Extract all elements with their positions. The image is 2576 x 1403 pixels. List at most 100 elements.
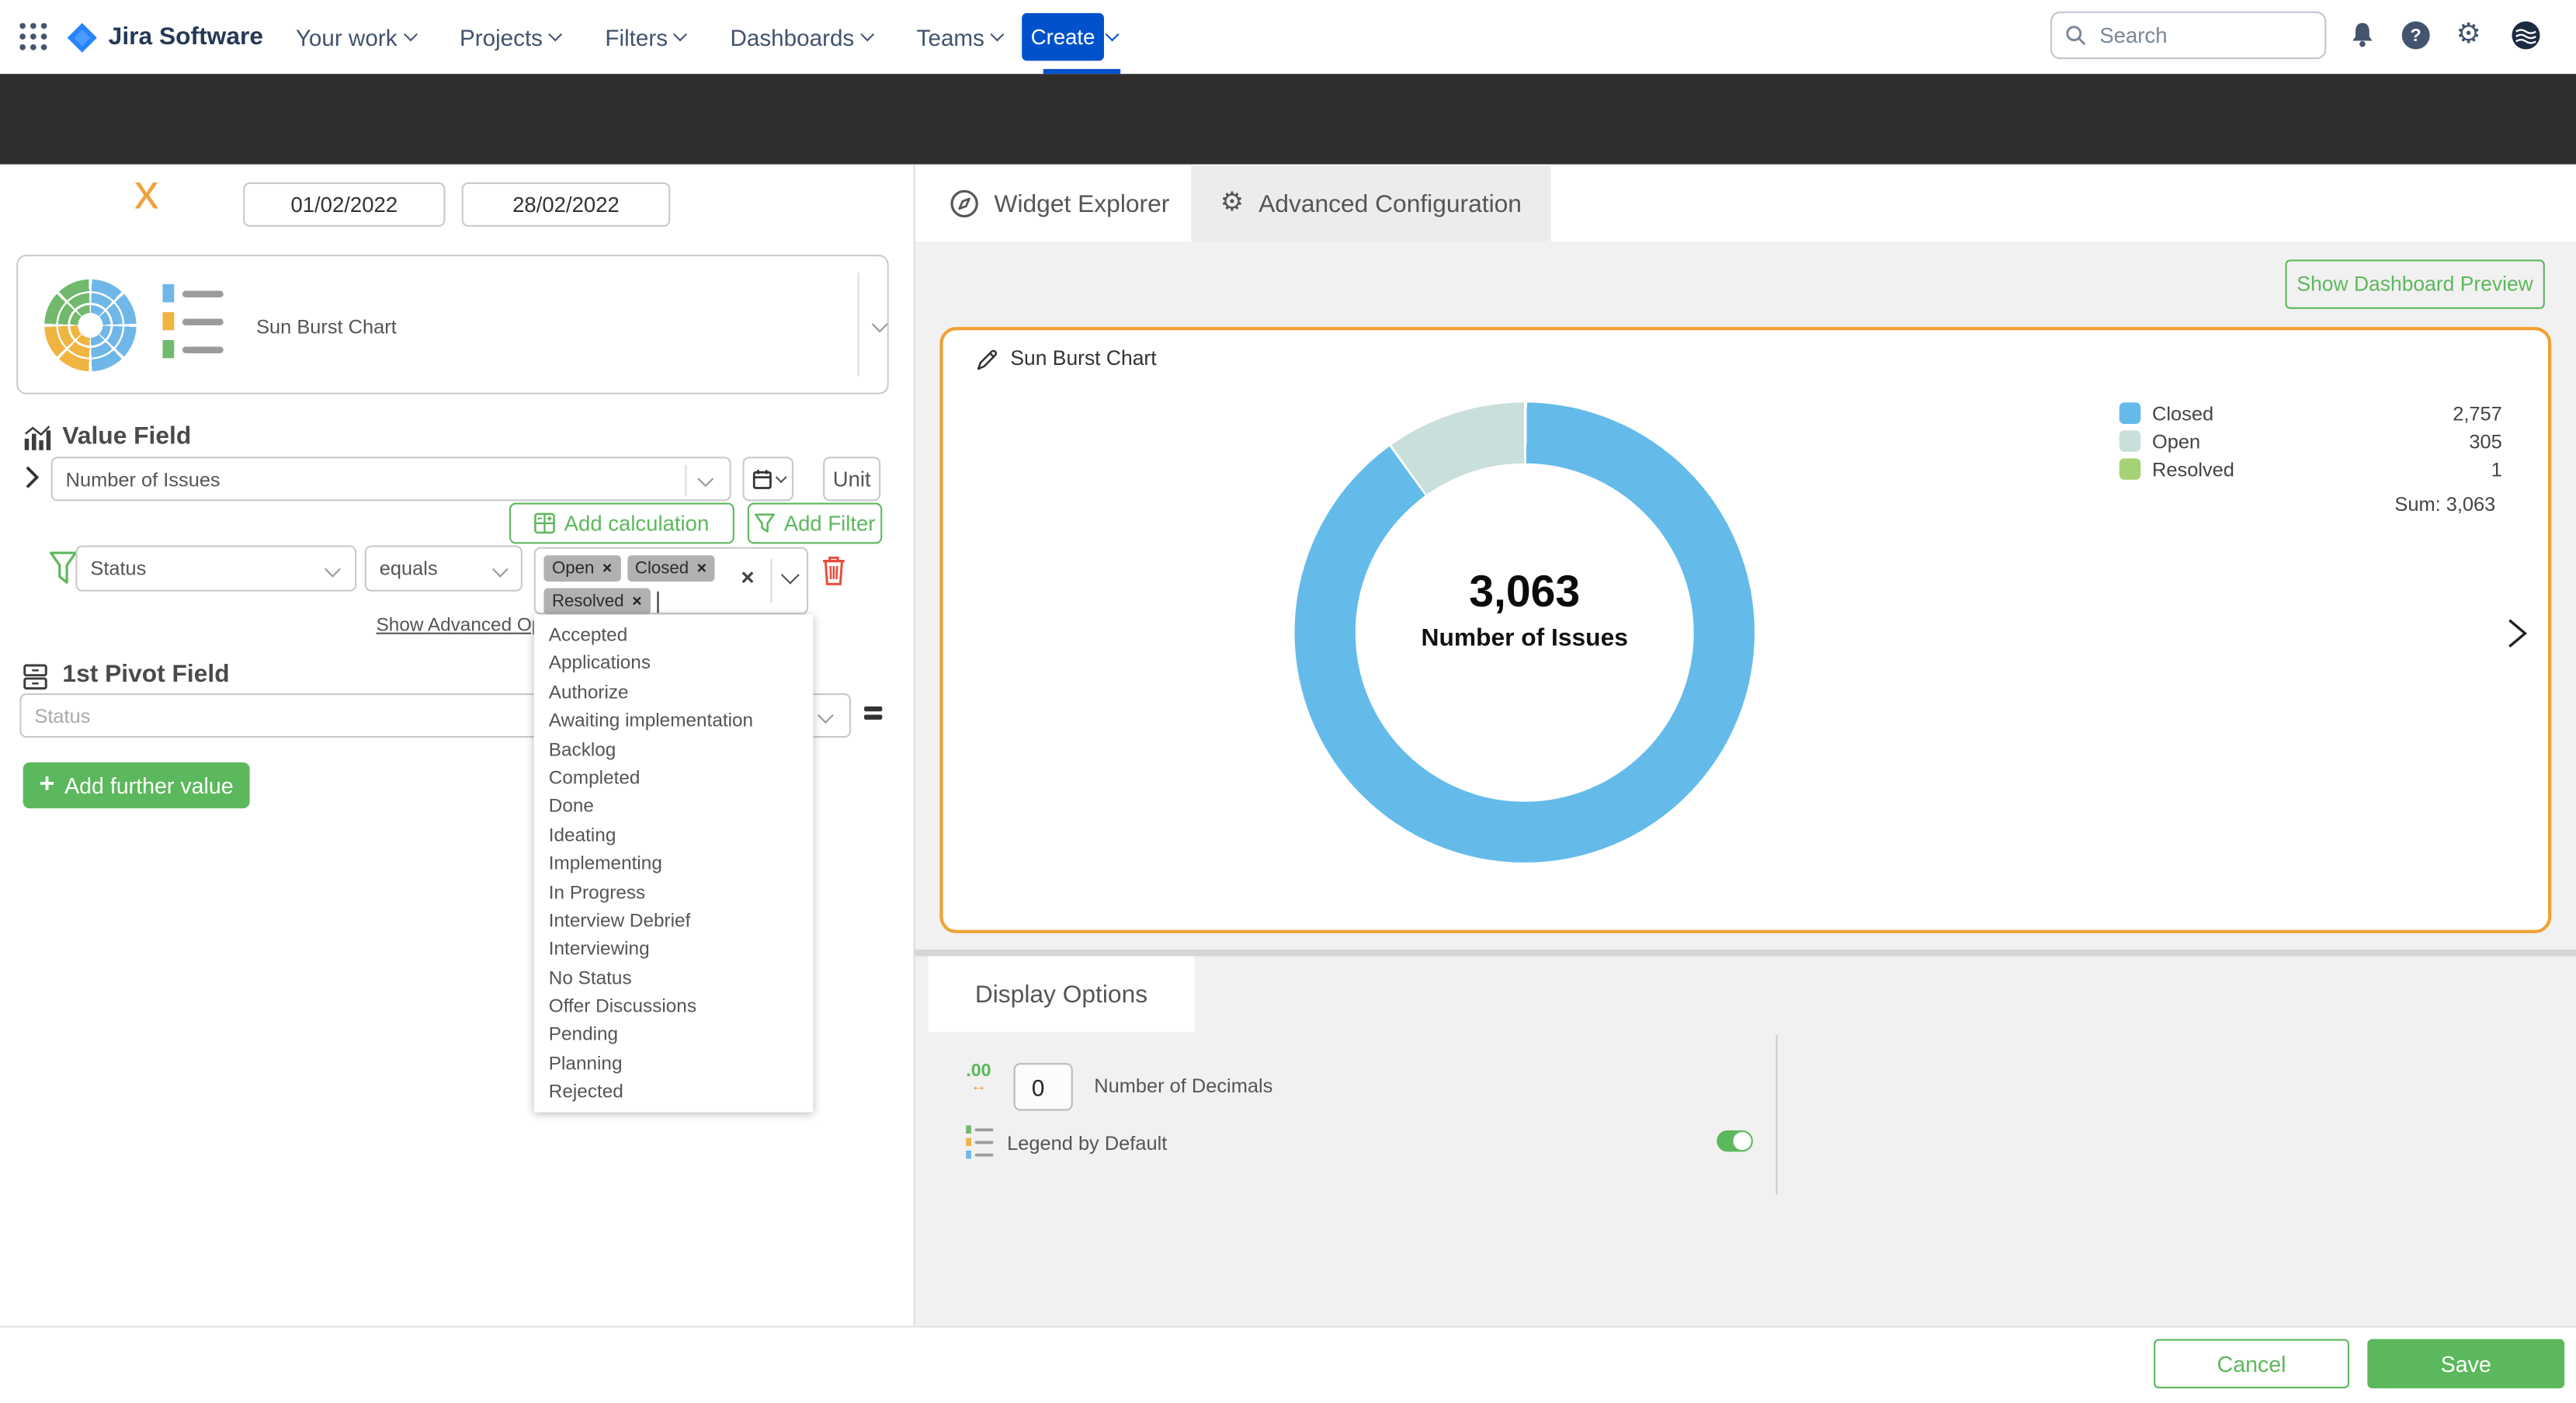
add-further-value-button[interactable]: + Add further value — [23, 762, 250, 808]
unit-button[interactable]: Unit — [823, 457, 880, 501]
dropdown-option[interactable]: Backlog — [534, 737, 814, 766]
chart-center-value: 3,063 — [1294, 567, 1754, 618]
remove-tag-icon[interactable]: × — [602, 560, 612, 578]
dropdown-option[interactable]: In Progress — [534, 880, 814, 908]
dropdown-option[interactable]: Planning — [534, 1051, 814, 1080]
legend-by-default-toggle[interactable] — [1717, 1130, 1753, 1152]
search-icon — [2065, 25, 2087, 47]
clear-tags-icon[interactable]: × — [741, 565, 754, 589]
legend-row-closed[interactable]: Closed 2,757 — [2119, 402, 2502, 425]
chevron-down-icon — [860, 27, 874, 41]
app-root: Jira Software Your work Projects Filters… — [0, 0, 2576, 1403]
delete-filter-trash-icon[interactable] — [821, 555, 846, 586]
dropdown-option[interactable]: Accepted — [534, 623, 814, 651]
dropdown-option[interactable]: Authorize — [534, 680, 814, 709]
tab-display-options[interactable]: Display Options — [929, 957, 1195, 1032]
number-of-decimals-input[interactable] — [1014, 1063, 1073, 1110]
dropdown-option[interactable]: Ideating — [534, 823, 814, 852]
legend-swatch-open — [2119, 430, 2141, 452]
chart-center-text: 3,063 Number of Issues — [1294, 567, 1754, 652]
filter-values-tag-input[interactable]: Open× Closed× Resolved× — [534, 547, 808, 615]
hamburger-menu-icon[interactable] — [41, 175, 84, 207]
search-box[interactable] — [2050, 12, 2326, 59]
filter-operator-select[interactable]: equals — [365, 546, 522, 592]
divider — [858, 273, 859, 376]
search-input[interactable] — [2096, 22, 2283, 50]
value-field-icon — [23, 424, 51, 452]
legend-swatch-resolved — [2119, 458, 2141, 480]
app-switcher-grid-icon[interactable] — [19, 23, 47, 51]
remove-tag-icon[interactable]: × — [697, 560, 706, 578]
filter-field-value: Status — [90, 557, 146, 580]
next-chevron-icon[interactable] — [2507, 618, 2529, 649]
nav-item-dashboards[interactable]: Dashboards — [730, 0, 872, 74]
remove-tag-icon[interactable]: × — [632, 592, 641, 610]
nav-item-teams[interactable]: Teams — [917, 0, 1003, 74]
exply-logo: exply — [105, 169, 228, 218]
widget-type-selector[interactable]: Sun Burst Chart — [16, 255, 889, 394]
show-advanced-options-link[interactable]: Show Advanced Opti — [377, 616, 552, 636]
date-field-button[interactable] — [742, 457, 793, 501]
nav-item-filters[interactable]: Filters — [605, 0, 686, 74]
pivot-field-icon — [23, 664, 48, 690]
tab-advanced-configuration-label: Advanced Configuration — [1258, 189, 1522, 217]
status-options-dropdown: Accepted Applications Authorize Awaiting… — [534, 614, 814, 1112]
plus-icon: + — [40, 773, 55, 799]
dropdown-option[interactable]: Completed — [534, 766, 814, 794]
save-button[interactable]: Save — [2367, 1339, 2564, 1388]
divider — [1776, 1035, 1777, 1194]
preview-widget-title: Sun Burst Chart — [1010, 346, 1156, 370]
dropdown-option[interactable]: Pending — [534, 1023, 814, 1051]
collapse-chevron-icon[interactable] — [25, 465, 40, 490]
add-filter-button[interactable]: Add Filter — [748, 503, 883, 544]
filter-funnel-icon — [49, 550, 77, 587]
filter-operator-value: equals — [380, 557, 438, 580]
notifications-bell-icon[interactable] — [2349, 22, 2376, 50]
edit-pencil-icon[interactable] — [976, 349, 999, 372]
user-avatar[interactable] — [2512, 22, 2540, 50]
tab-widget-explorer[interactable]: Widget Explorer — [929, 166, 1192, 241]
user-profile-icon[interactable] — [2523, 174, 2554, 208]
dropdown-option[interactable]: Done — [534, 794, 814, 823]
nav-item-your-work[interactable]: Your work — [296, 0, 415, 74]
dropdown-option[interactable]: Applications — [534, 651, 814, 680]
dropdown-option-partial[interactable]: Resolved — [534, 1109, 814, 1113]
settings-gear-icon[interactable]: ⚙ — [2456, 19, 2481, 47]
tab-advanced-configuration[interactable]: ⚙ Advanced Configuration — [1191, 166, 1550, 241]
help-icon[interactable]: ? — [2402, 22, 2430, 50]
add-further-value-label: Add further value — [64, 773, 234, 798]
legend-row-open[interactable]: Open 305 — [2119, 430, 2502, 453]
filter-field-select[interactable]: Status — [75, 546, 356, 592]
add-calculation-button[interactable]: Add calculation — [509, 503, 734, 544]
chart-center-label: Number of Issues — [1294, 624, 1754, 652]
dropdown-option[interactable]: Implementing — [534, 851, 814, 880]
chevron-down-icon — [1106, 27, 1120, 41]
dropdown-option[interactable]: Rejected — [534, 1080, 814, 1109]
create-button[interactable]: Create — [1022, 13, 1104, 61]
chevron-down-icon — [674, 27, 688, 41]
cancel-button[interactable]: Cancel — [2154, 1339, 2349, 1388]
start-date-input[interactable]: 01/02/2022 — [243, 182, 445, 227]
value-field-select[interactable]: Number of Issues — [51, 457, 731, 501]
drag-handle-icon[interactable] — [864, 707, 882, 719]
end-date-input[interactable]: 28/02/2022 — [462, 182, 671, 227]
value-field-value: Number of Issues — [66, 467, 220, 491]
dropdown-option[interactable]: Interviewing — [534, 937, 814, 966]
value-field-heading: Value Field — [62, 422, 191, 450]
dropdown-option[interactable]: Interview Debrief — [534, 908, 814, 937]
dropdown-option[interactable]: Offer Discussions — [534, 994, 814, 1023]
widget-preview-card: Sun Burst Chart 3,063 Number of Issues C… — [939, 327, 2551, 933]
jira-diamond-icon — [66, 20, 99, 53]
dropdown-option[interactable]: No Status — [534, 966, 814, 995]
nav-item-projects[interactable]: Projects — [460, 0, 561, 74]
chevron-down-icon — [404, 27, 418, 41]
dropdown-option[interactable]: Awaiting implementation — [534, 708, 814, 737]
selected-widget-label: Sun Burst Chart — [256, 315, 397, 339]
legend-sum: Sum: 3,063 — [2394, 493, 2495, 516]
legend-widget-icon — [162, 284, 223, 358]
add-filter-label: Add Filter — [784, 511, 876, 536]
show-dashboard-preview-button[interactable]: Show Dashboard Preview — [2285, 259, 2544, 308]
jira-logo[interactable]: Jira Software — [66, 0, 263, 74]
legend-row-resolved[interactable]: Resolved 1 — [2119, 458, 2502, 481]
chevron-down-icon[interactable] — [872, 316, 888, 332]
